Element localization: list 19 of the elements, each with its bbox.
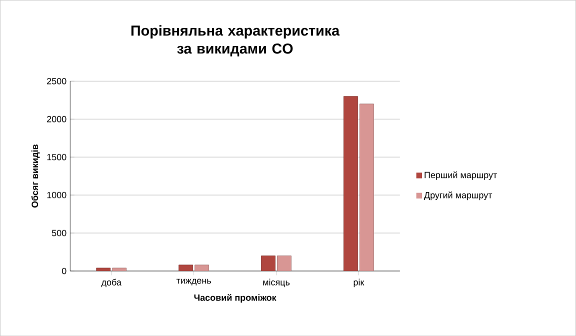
bar — [344, 96, 358, 271]
x-tick-label: тиждень — [176, 278, 211, 286]
y-tick-label: 1000 — [47, 192, 66, 198]
y-tick-label: 500 — [52, 230, 66, 236]
legend-label: Другий маршрут — [424, 191, 492, 200]
x-tick-label: рік — [354, 278, 364, 288]
chart-title: Порівняльна характеристика за викидами CO — [131, 25, 340, 56]
y-axis-title: Обсяг викидів — [31, 144, 40, 208]
x-tick-label: місяць — [263, 278, 290, 288]
y-tick-label: 2500 — [47, 78, 66, 84]
y-tick-label: 0 — [62, 268, 66, 274]
bar — [277, 256, 292, 271]
x-tick-label: доба — [101, 278, 122, 288]
y-tick-label: 1500 — [47, 154, 66, 160]
legend-label: Перший маршрут — [424, 171, 497, 180]
y-tick-label: 2000 — [47, 116, 66, 122]
bar — [261, 256, 276, 271]
x-axis-title: Часовий проміжок — [194, 294, 276, 303]
bar — [360, 104, 374, 271]
